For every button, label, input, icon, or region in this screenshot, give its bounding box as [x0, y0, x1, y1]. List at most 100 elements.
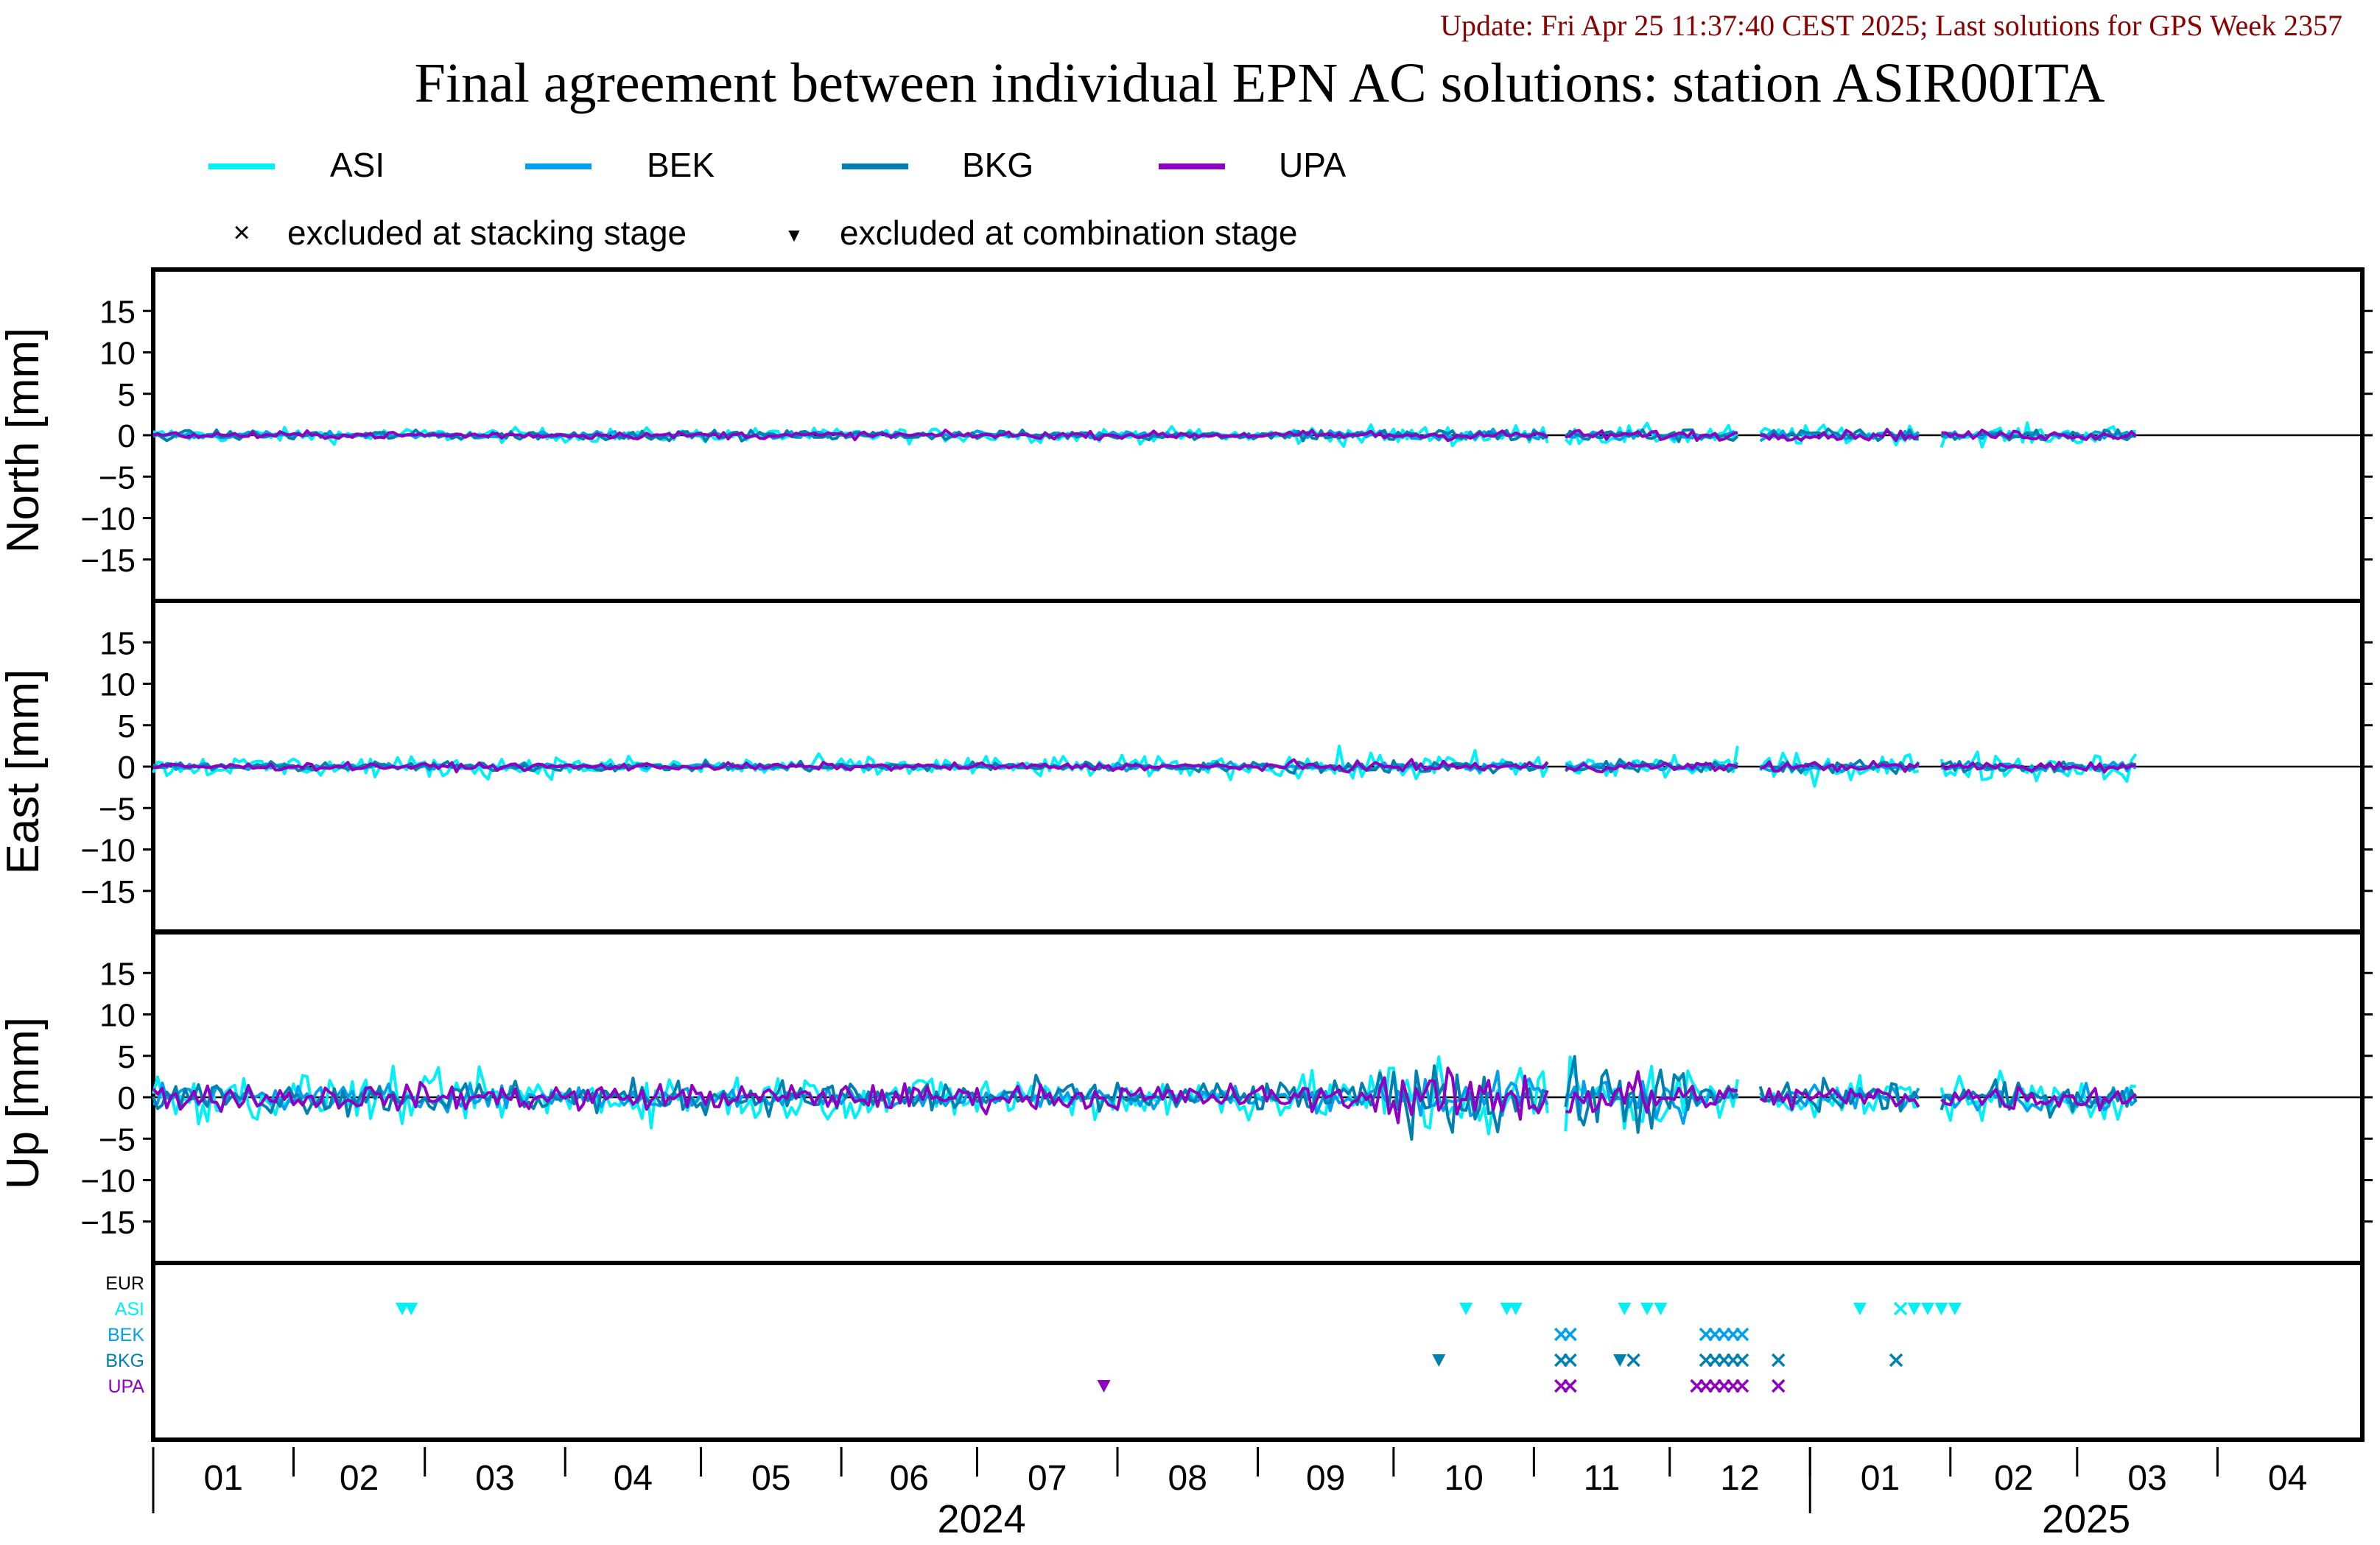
- xtick-label-month: 03: [2127, 1459, 2166, 1498]
- xtick-label-year: 2025: [2042, 1497, 2130, 1541]
- ytick-label-north: 5: [118, 377, 136, 413]
- series-line-upa-up: [152, 1066, 1549, 1125]
- exclusion-stacking-marker: [1893, 1301, 1908, 1316]
- exclusion-row-label: BKG: [105, 1351, 144, 1371]
- ytick-label-up: −5: [99, 1122, 136, 1158]
- ytick-label-up: 10: [99, 998, 136, 1034]
- xtick-label-month: 06: [890, 1459, 929, 1498]
- ytick-label-east: −5: [99, 791, 136, 827]
- ytick-label-east: −15: [80, 874, 136, 910]
- ylabel-north: North [mm]: [0, 328, 49, 554]
- exclusion-combination-marker: [1934, 1303, 1948, 1315]
- series-line-upa-east: [1565, 761, 1738, 774]
- panel-north: North [mm] 15 10 5 0 −5 −10 −15: [0, 267, 2373, 603]
- xtick-label-month: 09: [1306, 1459, 1345, 1498]
- exclusion-stacking-marker: [1563, 1353, 1577, 1368]
- exclusion-combination-marker: [1500, 1303, 1514, 1315]
- series-line-upa-up: [1940, 1085, 2137, 1112]
- exclusion-combination-marker: [1432, 1354, 1446, 1367]
- ytick-label-north: 15: [99, 294, 136, 330]
- exclusion-row-label: BEK: [108, 1325, 144, 1345]
- exclusion-combination-marker: [1640, 1303, 1654, 1315]
- legend: ASI BEK BKG UPA × excluded at stacking s…: [208, 146, 1346, 252]
- xtick-label-month: 03: [475, 1459, 514, 1498]
- series-line-upa-up: [1759, 1087, 1920, 1111]
- legend-item-upa: UPA: [1159, 146, 1346, 184]
- series-line-upa-north: [152, 429, 1548, 443]
- legend-item-excluded-combination: ▼ excluded at combination stage: [784, 214, 1297, 252]
- legend-label-bkg: BKG: [962, 146, 1033, 184]
- xtick-label-month: 05: [751, 1459, 790, 1498]
- exclusion-combination-marker: [1907, 1303, 1921, 1315]
- series-line-upa-north: [1941, 429, 2138, 441]
- exclusion-stacking-marker: [1889, 1353, 1903, 1368]
- ytick-label-east: 0: [118, 750, 136, 786]
- ytick-label-east: 5: [118, 708, 136, 745]
- ytick-label-north: −10: [80, 501, 136, 538]
- series-line-asi-east: [152, 745, 1549, 781]
- exclusion-stacking-marker: [1735, 1353, 1749, 1368]
- ytick-label-up: 15: [99, 956, 136, 992]
- legend-label-excluded-stacking: excluded at stacking stage: [287, 214, 687, 252]
- exclusion-combination-marker: [1853, 1303, 1867, 1315]
- exclusion-combination-marker: [1509, 1303, 1523, 1315]
- x-marker-icon: ×: [233, 217, 250, 249]
- exclusion-stacking-marker: [1771, 1379, 1786, 1393]
- ytick-label-up: 5: [118, 1039, 136, 1075]
- ylabel-up: Up [mm]: [0, 1017, 49, 1189]
- series-line-upa-east: [1940, 761, 2136, 774]
- exclusion-combination-marker: [396, 1303, 410, 1315]
- xtick-label-month: 04: [2268, 1459, 2307, 1498]
- series-line-upa-north: [1760, 429, 1920, 443]
- panel-exclusions: EUR ASI BEK BKG UPA: [105, 1261, 2365, 1442]
- exclusion-stacking-marker: [1626, 1353, 1640, 1368]
- xtick-label-month: 08: [1168, 1459, 1207, 1498]
- exclusion-panel-frame: [151, 1261, 2365, 1442]
- chart-title: Final agreement between individual EPN A…: [415, 52, 2105, 114]
- exclusion-stacking-marker: [1563, 1379, 1577, 1393]
- exclusion-combination-marker: [1921, 1303, 1935, 1315]
- exclusion-stacking-marker: [1771, 1353, 1786, 1368]
- legend-label-excluded-combination: excluded at combination stage: [840, 214, 1297, 252]
- series-line-bkg-east: [1564, 758, 1738, 774]
- legend-label-bek: BEK: [647, 146, 715, 184]
- exclusion-row-label: ASI: [115, 1299, 144, 1320]
- ytick-label-up: 0: [118, 1080, 136, 1116]
- series-line-bkg-up: [152, 1064, 1548, 1141]
- series-line-bkg-up: [1564, 1055, 1739, 1134]
- series-line-upa-east: [153, 758, 1549, 774]
- xtick-label-month: 12: [1720, 1459, 1759, 1498]
- ytick-label-north: 10: [99, 336, 136, 372]
- exclusion-stacking-marker: [1735, 1327, 1749, 1342]
- ytick-label-north: 0: [118, 418, 136, 454]
- exclusion-row-label: UPA: [108, 1376, 144, 1397]
- xtick-label-year: 2024: [938, 1497, 1026, 1541]
- ytick-label-east: −10: [80, 833, 136, 869]
- exclusion-combination-marker: [1618, 1303, 1632, 1315]
- exclusion-combination-marker: [1459, 1303, 1473, 1315]
- series-line-upa-east: [1760, 760, 1920, 773]
- ytick-label-north: −5: [99, 460, 136, 496]
- legend-label-upa: UPA: [1279, 146, 1346, 184]
- exclusion-combination-marker: [1097, 1380, 1111, 1393]
- xtick-label-month: 01: [204, 1459, 243, 1498]
- ylabel-east: East [mm]: [0, 669, 49, 874]
- xtick-label-month: 10: [1444, 1459, 1483, 1498]
- series-line-bek-up: [1940, 1082, 2138, 1113]
- exclusion-stacking-marker: [1563, 1327, 1577, 1342]
- series-line-asi-east: [1940, 750, 2138, 784]
- legend-label-asi: ASI: [330, 146, 385, 184]
- series-line-bkg-up: [1758, 1077, 1920, 1113]
- exclusion-combination-marker: [1948, 1303, 1962, 1315]
- xtick-label-month: 11: [1584, 1459, 1621, 1498]
- series-line-bkg-east: [152, 759, 1549, 775]
- legend-item-bek: BEK: [525, 146, 715, 184]
- xtick-label-month: 02: [1994, 1459, 2033, 1498]
- series-line-asi-east: [1565, 745, 1739, 779]
- legend-item-bkg: BKG: [842, 146, 1033, 184]
- ytick-label-north: −15: [80, 543, 136, 579]
- legend-item-asi: ASI: [208, 146, 385, 184]
- exclusion-combination-marker: [1654, 1303, 1668, 1315]
- xtick-label-month: 07: [1028, 1459, 1067, 1498]
